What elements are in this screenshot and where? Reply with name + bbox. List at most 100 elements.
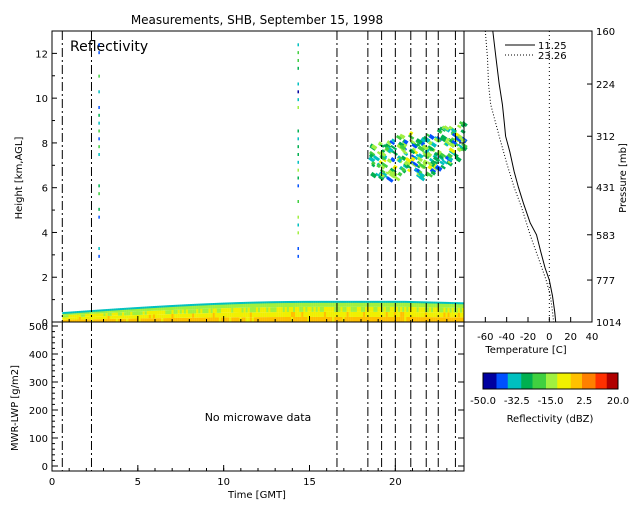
isolated-return: [297, 176, 299, 180]
bl-echo-cell: [220, 308, 224, 313]
bl-echo-edge: [222, 302, 226, 305]
upper-echo-cell: [434, 160, 439, 165]
bl-echo-cell: [87, 313, 90, 317]
bl-echo-cell: [99, 319, 102, 322]
bl-echo-cell: [404, 316, 407, 322]
upper-echo-cell: [402, 149, 408, 155]
bl-echo-cell: [194, 304, 197, 310]
bl-echo-cell: [412, 307, 415, 313]
bl-echo-cell: [321, 316, 325, 322]
bl-echo-cell: [288, 306, 292, 312]
bl-echo-cell: [381, 316, 384, 322]
upper-echo-cell: [411, 147, 416, 152]
bl-echo-edge: [375, 300, 378, 303]
bl-echo-cell: [103, 316, 106, 320]
upper-echo-cell: [451, 128, 456, 132]
bl-echo-cell: [455, 317, 458, 322]
bl-echo-cell: [249, 312, 252, 318]
bl-echo-cell: [124, 312, 127, 316]
bl-echo-cell: [264, 302, 267, 308]
bl-echo-cell: [140, 311, 143, 315]
upper-echo-cell: [432, 156, 441, 163]
bl-echo-cell: [352, 301, 355, 307]
bl-echo-cell: [406, 301, 409, 307]
bl-echo-cell: [431, 317, 434, 322]
bl-echo-cell: [307, 316, 310, 322]
bl-echo-cell: [89, 311, 92, 314]
bl-echo-cell: [396, 301, 399, 307]
bl-echo-cell: [358, 301, 362, 307]
bl-echo-cell: [64, 315, 67, 318]
sounding-plot-frame: [463, 30, 593, 323]
bl-echo-cell: [243, 317, 246, 322]
bl-echo-cell: [424, 312, 428, 318]
bl-echo-cell: [385, 301, 388, 307]
bl-echo-cell: [418, 302, 421, 308]
bl-echo-cell: [344, 311, 347, 317]
bl-echo-cell: [183, 305, 187, 310]
upper-echo-cell: [376, 151, 382, 156]
colorbar-cell: [575, 373, 578, 389]
bl-echo-edge: [313, 300, 316, 303]
bl-echo-cell: [218, 303, 222, 309]
bl-echo-cell: [330, 306, 333, 312]
bl-echo-cell: [437, 312, 440, 318]
upper-echo-cell: [403, 161, 408, 166]
sounding-p-tick-label: 583: [596, 231, 615, 242]
bl-echo-cell: [227, 317, 230, 322]
bl-echo-cell: [334, 301, 337, 307]
bl-echo-cell: [62, 315, 65, 318]
bl-echo-cell: [375, 316, 378, 322]
sounding-t-tick-label: 40: [586, 332, 599, 343]
bl-echo-cell: [214, 312, 217, 318]
bl-echo-cell: [358, 306, 362, 312]
bl-echo-cell: [414, 307, 417, 313]
colorbar-cell: [577, 373, 581, 389]
bl-echo-cell: [451, 303, 454, 308]
bl-echo-cell: [165, 306, 168, 311]
bl-echo-cell: [72, 312, 75, 315]
bl-echo-cell: [159, 314, 162, 319]
bl-echo-cell: [328, 301, 331, 307]
bl-echo-cell: [101, 316, 104, 320]
isolated-return: [297, 160, 299, 164]
colorbar-cell: [501, 373, 504, 389]
bl-echo-cell: [253, 302, 257, 308]
bl-echo-cell: [280, 312, 283, 318]
bl-echo-cell: [260, 302, 263, 308]
bl-echo-edge: [119, 308, 123, 311]
bl-echo-edge: [95, 309, 98, 312]
sounding-t-tick-label: -20: [520, 332, 536, 343]
isolated-return: [297, 129, 299, 133]
bl-echo-cell: [140, 307, 143, 312]
bl-echo-cell: [74, 319, 77, 322]
upper-echo-cell: [376, 163, 382, 169]
bl-echo-edge: [216, 302, 220, 305]
bl-echo-cell: [342, 306, 345, 312]
bl-echo-cell: [317, 306, 320, 312]
bl-echo-cell: [264, 307, 267, 313]
colorbar-cell: [525, 373, 529, 389]
bl-echo-edge: [391, 300, 395, 303]
bl-echo-cell: [140, 318, 143, 322]
bl-echo-cell: [457, 307, 461, 313]
bl-echo-cell: [159, 306, 162, 311]
bl-echo-cell: [387, 301, 391, 307]
colorbar-tick-label: -50.0: [470, 396, 496, 407]
bl-echo-cell: [305, 316, 308, 322]
bl-echo-edge: [303, 300, 306, 303]
bl-echo-cell: [78, 319, 82, 322]
bl-echo-cell: [150, 318, 154, 322]
upper-echo-cell: [447, 156, 454, 162]
bl-echo-cell: [208, 313, 211, 318]
bl-echo-cell: [334, 311, 337, 317]
bl-echo-cell: [325, 311, 329, 317]
bl-echo-cell: [225, 312, 228, 318]
isolated-return: [98, 113, 100, 117]
upper-echo-cell: [444, 141, 450, 147]
bl-echo-edge: [62, 312, 65, 315]
upper-echo-cell: [411, 162, 418, 168]
bl-echo-cell: [379, 301, 382, 307]
bl-echo-edge: [115, 308, 119, 311]
bl-echo-cell: [255, 317, 259, 322]
